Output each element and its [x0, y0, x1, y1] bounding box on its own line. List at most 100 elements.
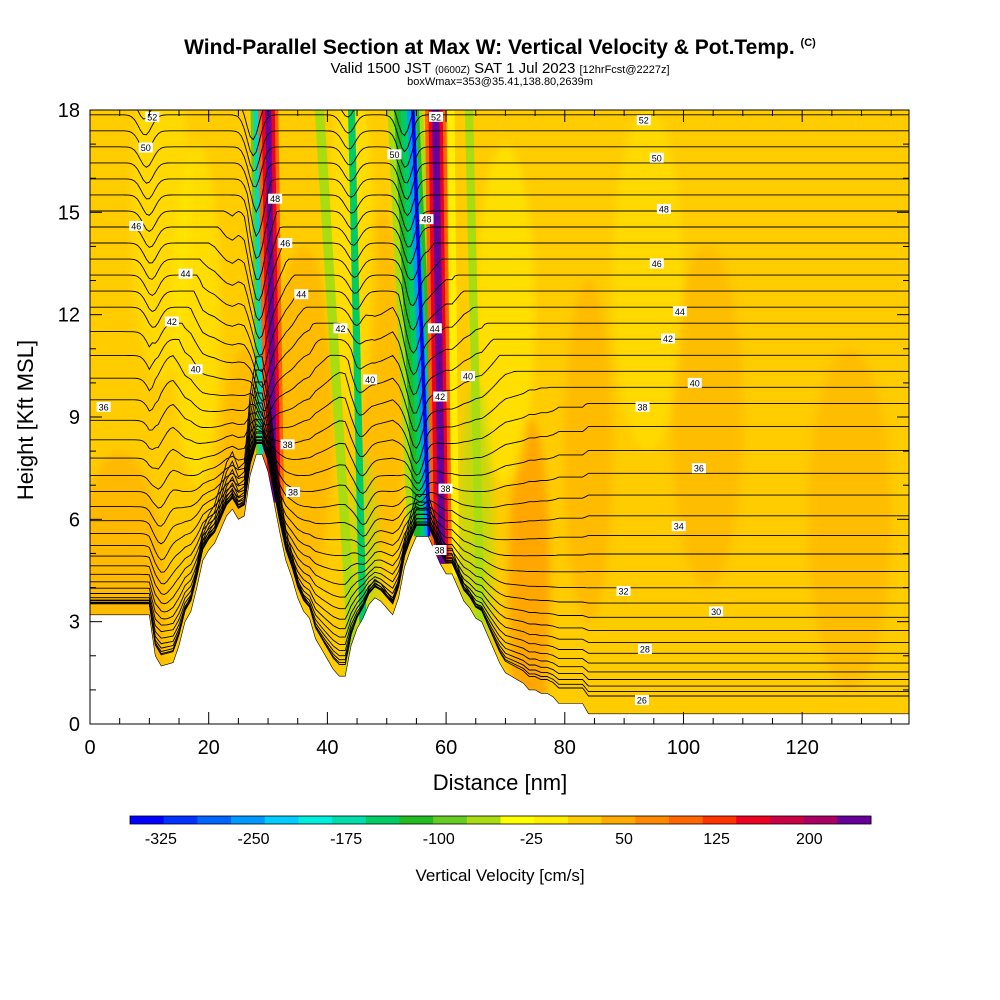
theta-contour	[90, 436, 909, 527]
theta-contour	[90, 392, 909, 680]
chart-title-text: Wind-Parallel Section at Max W: Vertical…	[184, 36, 795, 59]
theta-contour	[90, 274, 909, 356]
downdraft-band	[314, 110, 359, 677]
colorbar-swatch	[399, 816, 434, 824]
theta-contour	[90, 442, 909, 585]
y-tick-label: 15	[58, 202, 80, 224]
theta-contour	[90, 439, 909, 605]
y-tick-label: 0	[69, 714, 80, 736]
contour-label-bg	[634, 695, 649, 706]
contour-label: 48	[659, 204, 669, 214]
theta-contour	[90, 338, 909, 414]
theta-contours	[90, 110, 909, 697]
field-soft-variations	[90, 110, 892, 724]
contour-label: 40	[365, 375, 375, 385]
theta-contour	[90, 428, 909, 495]
contour-label-bg	[656, 203, 671, 214]
theta-contour	[90, 210, 909, 280]
contour-label-bg	[438, 483, 453, 494]
valid-main: SAT 1 Jul 2023	[469, 60, 580, 77]
colorbar-swatch	[365, 816, 400, 824]
contour-label: 44	[430, 324, 440, 334]
downdraft-band	[411, 110, 432, 537]
contour-label: 42	[335, 324, 345, 334]
colorbar-swatch	[466, 816, 501, 824]
contour-label-bg	[280, 439, 295, 450]
colorbar-swatch	[163, 816, 198, 824]
y-tick-label: 18	[58, 100, 80, 122]
field-blob	[808, 348, 892, 690]
field-blob	[564, 280, 613, 622]
theta-contour	[90, 441, 909, 595]
theta-contour	[90, 226, 909, 302]
theta-contour	[90, 443, 909, 573]
contour-label: 50	[389, 150, 399, 160]
theta-contour	[90, 354, 909, 432]
colorbar-tick-label: -325	[145, 831, 177, 848]
theta-contour	[90, 442, 909, 561]
contour-label-bg	[188, 364, 203, 375]
theta-contour	[90, 130, 909, 172]
field-blob	[273, 246, 334, 588]
x-axis-label: Distance [nm]	[433, 770, 568, 795]
contour-label: 50	[652, 153, 662, 163]
valid-suffix: [12hrFcst@2227z]	[579, 64, 670, 76]
updraft-band	[265, 110, 277, 503]
contour-label: 40	[463, 372, 473, 382]
theta-contour	[90, 370, 909, 449]
y-axis-label: Height [Kft MSL]	[13, 340, 38, 500]
colorbar-swatch	[601, 816, 636, 824]
x-tick-label: 40	[316, 737, 338, 759]
colorbar-swatch	[635, 816, 670, 824]
theta-contour	[90, 290, 909, 373]
contour-label: 28	[640, 644, 650, 654]
contour-label-bg	[636, 115, 651, 126]
colorbar-tick-label: 200	[796, 831, 823, 848]
colorbar-swatch	[231, 816, 266, 824]
contour-label-bg	[138, 142, 153, 153]
theta-contour	[90, 381, 909, 687]
contour-label: 40	[191, 365, 201, 375]
contour-label: 44	[181, 269, 191, 279]
theta-contour	[90, 162, 909, 214]
x-tick-label: 80	[554, 737, 576, 759]
contour-label: 44	[675, 307, 685, 317]
colorbar-swatch	[433, 816, 468, 824]
chart-subline: boxWmax=353@35.41,138.80,2639m	[407, 76, 593, 88]
contour-label-bg	[635, 401, 650, 412]
theta-contour	[90, 356, 909, 697]
theta-contour	[90, 242, 909, 322]
contour-label: 46	[131, 221, 141, 231]
contour-label-bg	[268, 193, 283, 204]
contour-label-bg	[661, 333, 676, 344]
contour-label-bg	[428, 111, 443, 122]
theta-contour	[90, 423, 909, 484]
contour-label: 42	[167, 317, 177, 327]
contour-label: 32	[619, 586, 629, 596]
colorbar-tick-label: -100	[423, 831, 455, 848]
colorbar-swatch	[534, 816, 569, 824]
theta-contour	[90, 440, 909, 545]
contour-label-bg	[363, 374, 378, 385]
contour-label-bg	[461, 371, 476, 382]
colorbar-swatch	[702, 816, 737, 824]
colorbar-frame	[129, 815, 872, 825]
contour-label: 44	[296, 290, 306, 300]
colorbar-swatch	[736, 816, 771, 824]
contour-label-bg	[419, 214, 434, 225]
contour-label: 26	[637, 696, 647, 706]
contour-label-bg	[687, 377, 702, 388]
contour-label: 52	[147, 112, 157, 122]
colorbar-swatch	[769, 816, 805, 824]
colorbar-tick-label: -250	[237, 831, 269, 848]
contour-label-bg	[145, 111, 160, 122]
colorbar-tick-label: -175	[330, 831, 362, 848]
theta-contour	[90, 178, 909, 238]
theta-contour	[90, 322, 909, 402]
theta-contour	[90, 386, 909, 465]
chart-title: Wind-Parallel Section at Max W: Vertical…	[0, 36, 1000, 60]
chart-subtitle: Valid 1500 JST (0600Z) SAT 1 Jul 2023 [1…	[0, 60, 1000, 77]
contour-label-bg	[164, 316, 179, 327]
colorbar-swatch	[298, 816, 333, 824]
theta-contour	[90, 402, 909, 476]
